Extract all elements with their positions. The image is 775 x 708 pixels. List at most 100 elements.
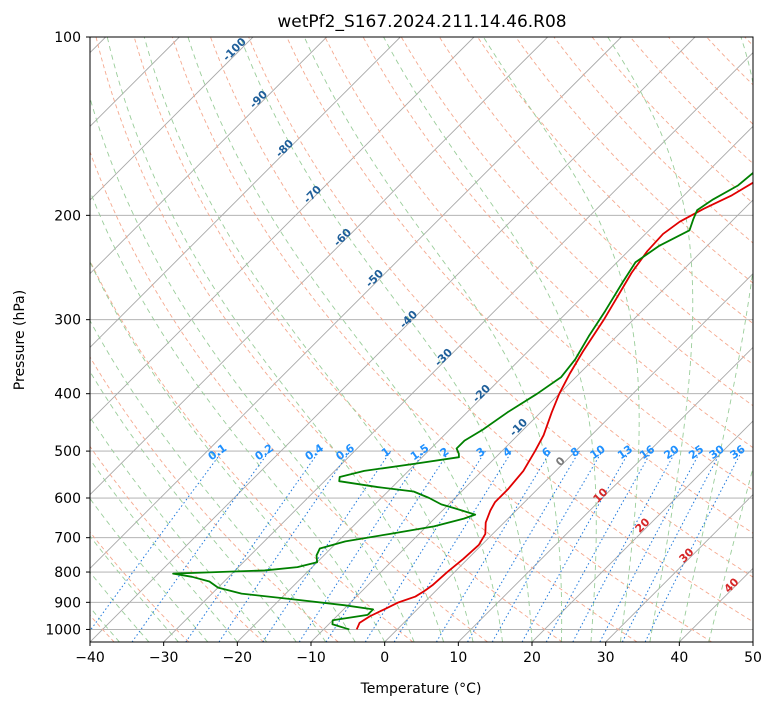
dry-adiabat-line [629, 37, 753, 165]
y-tick-label: 300 [54, 313, 81, 329]
moist-adiabat-line [90, 370, 297, 642]
y-tick-label: 600 [54, 491, 81, 507]
dry-adiabat-line [210, 37, 753, 623]
dry-adiabat-line [515, 37, 753, 284]
y-tick-label: 800 [54, 565, 81, 581]
dry-adiabat-line [90, 150, 488, 642]
mixing-ratio-label: 4 [501, 445, 515, 460]
isotherm-line [531, 420, 753, 642]
moist-adiabat-line [143, 37, 474, 642]
dewpoint-profile [172, 171, 753, 631]
isotherm-line [163, 52, 753, 642]
isotherm-line [237, 125, 753, 642]
dry-adiabat-line [95, 37, 563, 642]
dry-adiabat-line [286, 37, 753, 534]
isotherm-line [90, 37, 696, 642]
dry-adiabat-line [553, 37, 753, 244]
isotherm-line [90, 37, 622, 569]
mixing-ratio-line [131, 450, 270, 642]
moist-adiabat-line [90, 535, 179, 642]
moist-adiabat-line [383, 37, 597, 642]
mixing-ratio-label: 2 [438, 445, 452, 460]
moist-adiabat-line [90, 189, 386, 642]
isotherm-line [679, 567, 753, 642]
mixing-ratio-line [185, 450, 320, 642]
mixing-ratio-line [298, 450, 425, 642]
mixing-ratio-label: 0.4 [303, 441, 327, 463]
y-tick-label: 400 [54, 387, 81, 403]
moist-adiabat-label: 20 [633, 515, 653, 535]
mixing-ratio-label: 1.5 [408, 441, 431, 463]
isotherm-line [752, 641, 753, 642]
isotherm-line [384, 273, 753, 642]
moist-adiabat-line [90, 319, 327, 642]
y-tick-label: 700 [54, 531, 81, 547]
y-tick-label: 100 [54, 30, 81, 46]
isotherm-line [458, 346, 753, 642]
mixing-ratio-label: 13 [615, 443, 635, 462]
x-tick-label: −10 [296, 650, 326, 666]
isotherm-line [605, 494, 753, 642]
dry-adiabat-label: -10 [507, 416, 530, 439]
moist-adiabat-line [90, 260, 356, 642]
x-tick-label: −30 [149, 650, 179, 666]
dry-adiabat-line [90, 259, 414, 642]
isotherm-line [90, 37, 475, 422]
mixing-ratio-label: 1 [379, 445, 393, 460]
mixing-ratio-label: 30 [707, 442, 727, 462]
dry-adiabat-label: -60 [331, 226, 354, 249]
y-tick-label: 500 [54, 444, 81, 460]
chart-title: wetPf2_S167.2024.211.14.46.R08 [277, 12, 566, 32]
mixing-ratio-label: 10 [588, 442, 608, 462]
mixing-ratio-line [521, 450, 630, 642]
dry-adiabat-line [90, 445, 264, 642]
dry-adiabat-line [591, 37, 753, 204]
mixing-ratio-label: 0.1 [206, 441, 229, 463]
moist-adiabat-line [483, 37, 640, 642]
y-tick-label: 1000 [45, 622, 81, 638]
mixing-ratio-line [90, 450, 223, 632]
plot-frame [89, 36, 754, 643]
mixing-ratio-label: 6 [540, 445, 554, 460]
background-lines [90, 37, 753, 642]
y-axis-label: Pressure (hPa) [12, 290, 28, 390]
moist-adiabat-line [303, 37, 563, 642]
mixing-ratio-line [218, 450, 351, 642]
mixing-ratio-line [572, 450, 677, 642]
dry-adiabat-line [90, 356, 339, 642]
moist-adiabat-line [90, 96, 415, 642]
isotherm-line [90, 37, 401, 348]
dry-adiabat-line [324, 37, 753, 491]
x-tick-label: 50 [744, 650, 762, 666]
isotherm-line [90, 37, 548, 496]
mixing-ratio-line [435, 450, 552, 642]
isotherm-line [90, 37, 254, 201]
moist-adiabat-line [187, 37, 503, 642]
moist-adiabat-line [607, 37, 694, 642]
dry-adiabat-line [400, 37, 753, 407]
mixing-ratio-label: 20 [662, 442, 682, 462]
dry-adiabat-label: -70 [301, 183, 324, 206]
dry-adiabat-line [706, 37, 753, 86]
x-tick-label: 0 [380, 650, 389, 666]
mixing-ratio-line [325, 450, 450, 642]
moist-adiabat-line [106, 37, 445, 642]
moist-adiabat-label: 30 [677, 545, 697, 565]
reference-line-labels: 0.1 0.2 0.4 0.6 1 1.5 2 3 4 6 8 10 13 16 20 25 30 36-100-… [206, 37, 748, 596]
mixing-ratio-line [644, 450, 743, 642]
dry-adiabat-line [439, 37, 753, 365]
dry-adiabat-label: -80 [273, 137, 296, 160]
isotherm-line [90, 37, 327, 275]
moist-adiabat-line [239, 37, 533, 642]
dry-adiabat-label: -30 [432, 346, 455, 369]
moist-adiabat-line [90, 458, 238, 642]
mixing-ratio-label: 0.6 [334, 441, 358, 463]
mixing-ratio-line [393, 450, 513, 642]
axis-ticks: −40 −30 −20 −10 0 10 20 30 40 50 1000 900 800 700 600 5… [45, 30, 762, 666]
moist-adiabat-label: 10 [591, 485, 611, 505]
dry-adiabat-line [362, 37, 753, 449]
dry-adiabat-line [90, 531, 190, 642]
dry-adiabat-label: -50 [363, 267, 386, 290]
dry-adiabat-line [248, 37, 753, 578]
